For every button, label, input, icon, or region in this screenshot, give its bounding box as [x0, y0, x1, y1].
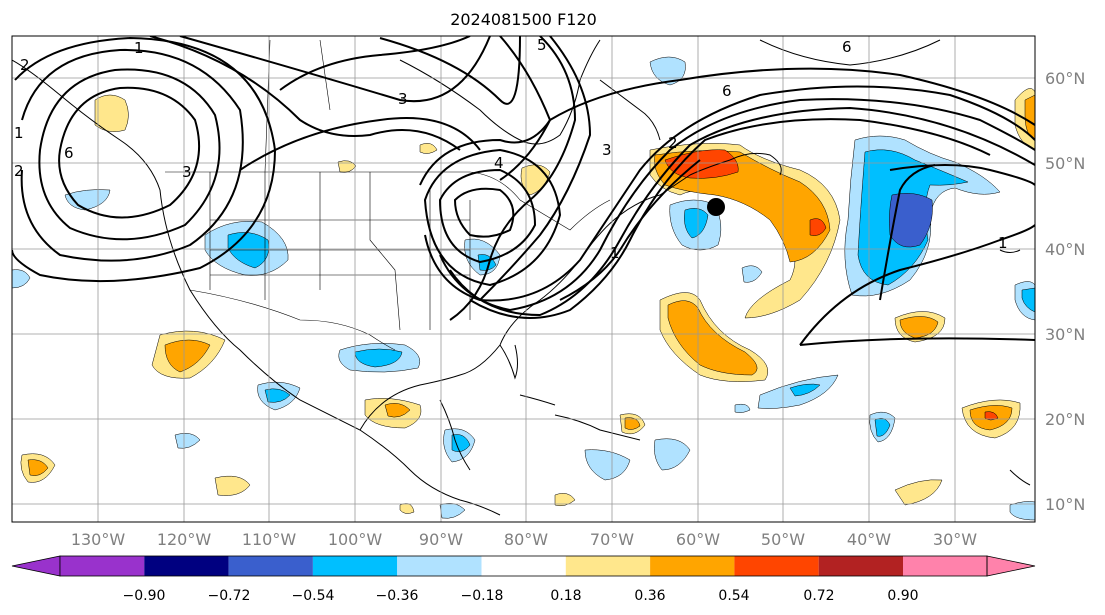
lat-tick-label: 60°N — [1045, 69, 1085, 88]
lon-tick-label: 130°W — [71, 530, 126, 549]
contour-label: 1 — [610, 244, 620, 262]
lat-tick-label: 30°N — [1045, 325, 1085, 344]
colorbar-label: −0.18 — [461, 588, 504, 604]
colorbar-label: −0.54 — [292, 588, 335, 604]
contour-label: 6 — [64, 144, 74, 162]
contour-label: 1 — [14, 124, 24, 142]
contour-labels: 1 2 3 6 3 4 5 3 2 6 1 1 1 2 6 — [14, 36, 1008, 262]
colorbar-low-extend — [11, 555, 61, 577]
contour-label: 2 — [668, 134, 678, 152]
colorbar-segment — [312, 556, 398, 576]
storm-location-marker — [707, 198, 725, 216]
colorbar: −0.90 −0.72 −0.54 −0.36 −0.18 0.18 0.36 … — [11, 555, 1036, 604]
contour-label: 1 — [134, 39, 144, 57]
longitude-axis: 130°W 120°W 110°W 100°W 90°W 80°W 70°W 6… — [71, 530, 977, 549]
contour-label: 3 — [398, 90, 408, 108]
colorbar-segment — [903, 556, 987, 576]
lon-tick-label: 100°W — [328, 530, 383, 549]
colorbar-segment — [228, 556, 313, 576]
contour-label: 4 — [494, 154, 504, 172]
colorbar-label: −0.90 — [123, 588, 166, 604]
colorbar-label: −0.36 — [376, 588, 419, 604]
lon-tick-label: 80°W — [504, 530, 548, 549]
colorbar-label: 0.36 — [634, 588, 665, 604]
political-borders — [165, 39, 611, 351]
lon-tick-label: 30°W — [933, 530, 977, 549]
colorbar-segment — [734, 556, 819, 576]
graticule — [12, 36, 1035, 522]
lat-tick-label: 40°N — [1045, 240, 1085, 259]
colorbar-segment — [481, 556, 566, 576]
colorbar-high-extend — [986, 555, 1036, 577]
colorbar-segment — [397, 556, 482, 576]
colorbar-segment — [60, 556, 145, 576]
map-frame — [11, 35, 1036, 523]
colorbar-segment — [144, 556, 229, 576]
contour-label: 5 — [537, 36, 547, 54]
colorbar-segment — [818, 556, 903, 576]
lat-tick-label: 20°N — [1045, 410, 1085, 429]
contour-label: 1 — [998, 234, 1008, 252]
colorbar-label: 0.90 — [887, 588, 918, 604]
contour-label: 6 — [722, 82, 732, 100]
lat-tick-label: 10°N — [1045, 495, 1085, 514]
contour-label: 3 — [182, 163, 192, 181]
lat-tick-label: 50°N — [1045, 154, 1085, 173]
lon-tick-label: 120°W — [157, 530, 212, 549]
colorbar-label: 0.54 — [718, 588, 749, 604]
colorbar-segment — [650, 556, 735, 576]
lon-tick-label: 110°W — [242, 530, 297, 549]
colorbar-label: −0.72 — [208, 588, 251, 604]
contour-label: 3 — [602, 141, 612, 159]
lon-tick-label: 60°W — [676, 530, 720, 549]
lon-tick-label: 70°W — [590, 530, 634, 549]
map-title: 2024081500 F120 — [450, 10, 597, 29]
lon-tick-label: 40°W — [847, 530, 891, 549]
colorbar-segment — [565, 556, 651, 576]
contour-label: 6 — [842, 38, 852, 56]
colorbar-label: 0.72 — [803, 588, 834, 604]
contour-label: 2 — [14, 162, 24, 180]
anomaly-shading — [12, 56, 1035, 521]
latitude-axis: 60°N 50°N 40°N 30°N 20°N 10°N — [1045, 69, 1085, 514]
contour-lines — [12, 36, 1035, 346]
contour-label: 2 — [20, 56, 30, 74]
colorbar-label: 0.18 — [550, 588, 581, 604]
lon-tick-label: 50°W — [761, 530, 805, 549]
lon-tick-label: 90°W — [419, 530, 463, 549]
map-area: 1 2 3 6 3 4 5 3 2 6 1 1 1 2 6 — [12, 36, 1035, 522]
